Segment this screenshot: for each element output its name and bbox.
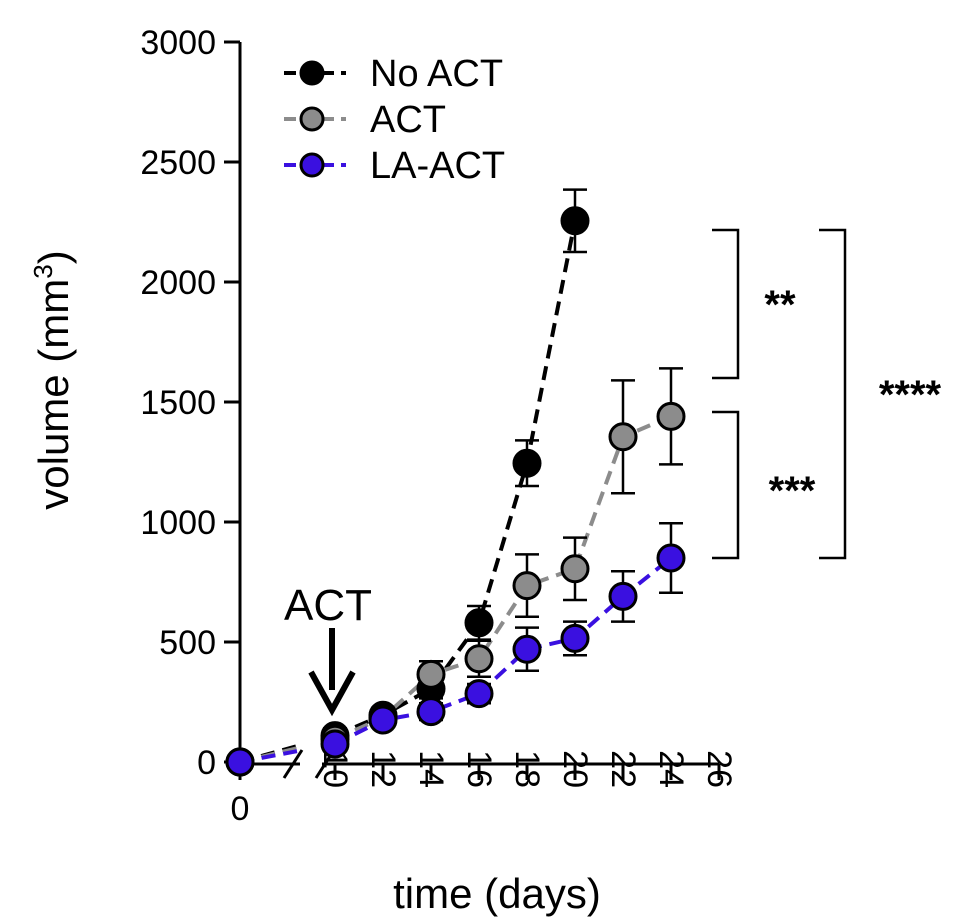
series-markers-no-act — [225, 188, 590, 777]
point-la-act-day-14 — [416, 697, 446, 727]
legend-label-la-act: LA-ACT — [370, 145, 505, 187]
bracket-act-vs-la-act — [712, 410, 740, 560]
point-la-act-day-24 — [656, 543, 686, 573]
series-line-act — [334, 414, 672, 742]
legend-label-no-act: No ACT — [370, 53, 503, 95]
x-tick-label-22: 22 — [604, 750, 642, 788]
point-la-act-day-18 — [512, 634, 542, 664]
significance-brackets: ********* — [712, 228, 942, 560]
bracket-no-act-vs-la-act — [819, 228, 847, 560]
x-tick-label-18: 18 — [508, 750, 546, 788]
point-act-day-24 — [656, 401, 686, 431]
point-la-act-day-16 — [464, 679, 494, 709]
point-la-act-day-22 — [608, 581, 638, 611]
legend-swatch-marker-no-act — [299, 60, 325, 86]
legend-swatch-marker-act — [299, 106, 325, 132]
x-tick-label-16: 16 — [460, 750, 498, 788]
y-tick-label-3000: 3000 — [140, 24, 216, 62]
significance-label-2: *** — [769, 469, 816, 513]
act-annotation-arrow — [308, 628, 356, 717]
y-tick-label-0: 0 — [197, 744, 216, 782]
point-act-day-16 — [464, 644, 494, 674]
series-markers-la-act — [225, 521, 686, 777]
y-axis-title-main: volume (mm — [30, 279, 77, 510]
point-la-act-day-20 — [560, 623, 590, 653]
point-no-act-day-16 — [464, 608, 494, 638]
point-la-act-day-0 — [225, 747, 255, 777]
series-line-no-act — [334, 220, 577, 738]
point-act-day-18 — [512, 571, 542, 601]
series-no-act — [239, 220, 577, 764]
x-tick-label-12: 12 — [364, 750, 402, 788]
point-la-act-day-10 — [320, 729, 350, 759]
point-act-day-20 — [560, 554, 590, 584]
point-act-day-14 — [416, 659, 446, 689]
y-axis-title-superscript: 3 — [28, 264, 58, 278]
x-tick-label-14: 14 — [412, 750, 450, 788]
x-axis-title: time (days) — [393, 870, 601, 917]
y-axis-title: volume (mm3) — [28, 250, 77, 510]
legend-item-no-act: No ACT — [284, 53, 503, 95]
significance-label-1: ** — [764, 283, 796, 327]
legend-item-act: ACT — [284, 99, 446, 141]
point-act-day-22 — [608, 422, 638, 452]
significance-label-3: **** — [879, 373, 942, 417]
legend-item-la-act: LA-ACT — [284, 145, 505, 187]
point-no-act-day-20 — [560, 206, 590, 236]
point-la-act-day-12 — [368, 705, 398, 735]
plot-area — [225, 188, 686, 777]
y-tick-label-500: 500 — [159, 624, 216, 662]
y-tick-label-1000: 1000 — [140, 504, 216, 542]
y-tick-label-2000: 2000 — [140, 264, 216, 302]
act-annotation-label: ACT — [284, 581, 372, 630]
x-tick-label-20: 20 — [556, 750, 594, 788]
legend-swatch-marker-la-act — [299, 152, 325, 178]
bracket-no-act-vs-act — [712, 228, 740, 380]
point-no-act-day-18 — [512, 448, 542, 478]
legend-label-act: ACT — [370, 99, 446, 141]
y-axis-title-close: ) — [30, 250, 77, 264]
y-tick-label-1500: 1500 — [140, 384, 216, 422]
x-tick-label-0: 0 — [231, 790, 250, 828]
x-tick-label-26: 26 — [700, 750, 738, 788]
y-tick-label-2500: 2500 — [140, 144, 216, 182]
x-axis-break-mark-left — [282, 749, 304, 779]
x-tick-label-24: 24 — [652, 750, 690, 788]
